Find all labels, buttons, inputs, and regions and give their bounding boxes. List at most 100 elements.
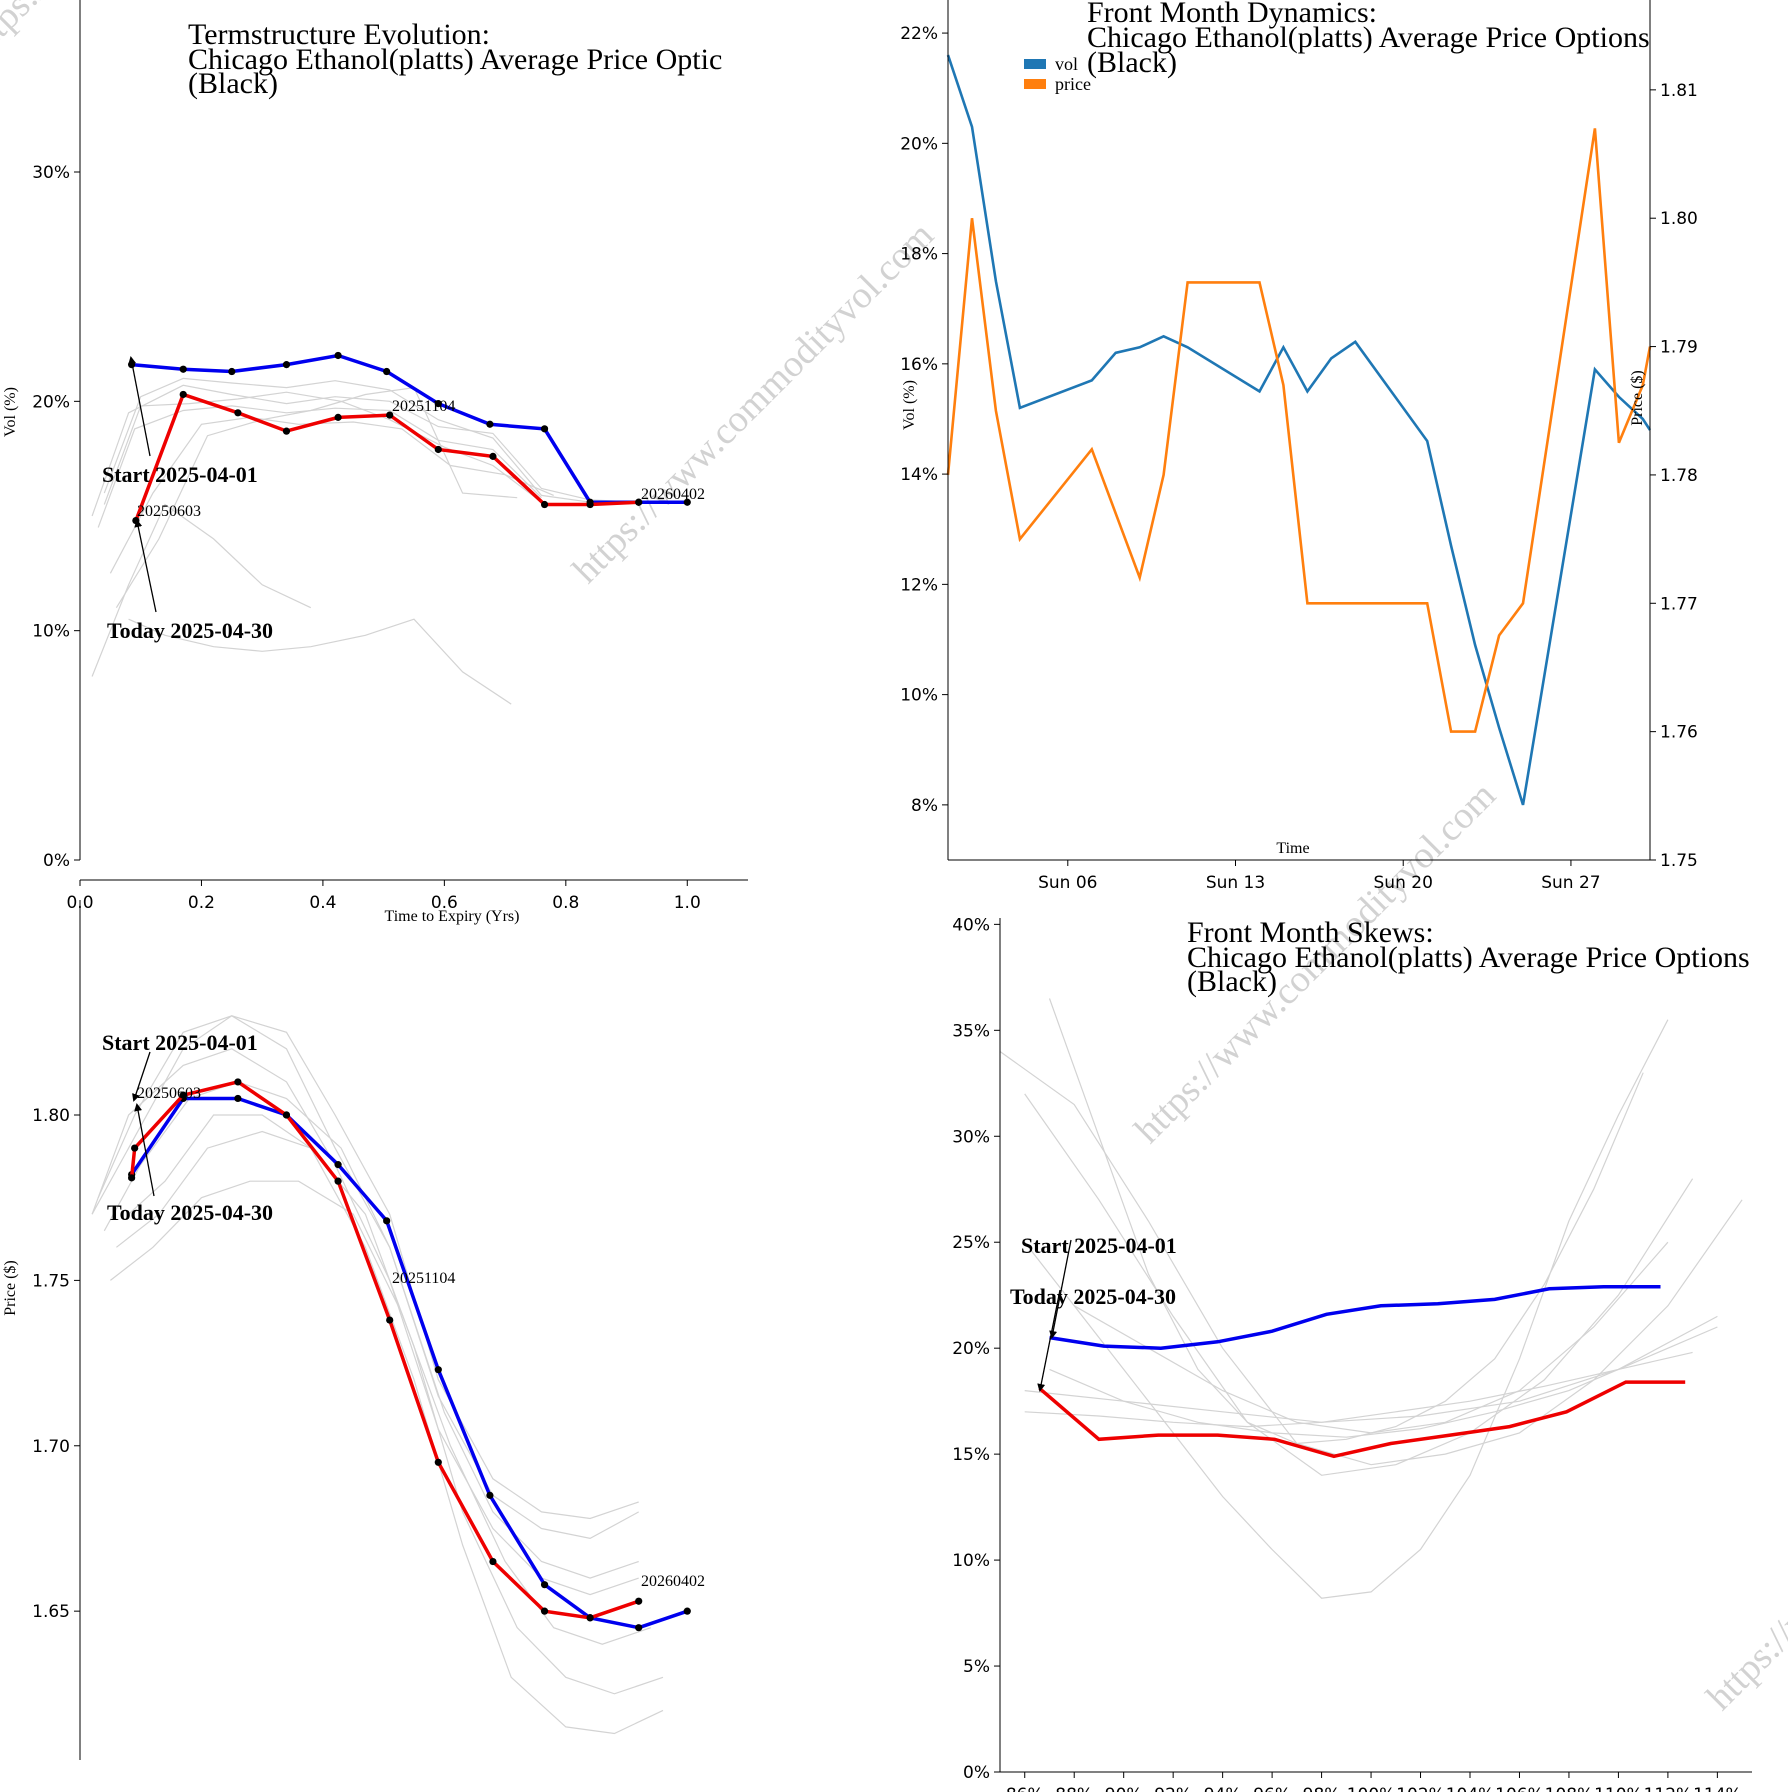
term-price-y-axis: 1.65 1.70 1.75 1.80 <box>32 900 81 1760</box>
term-vol-today-point <box>434 445 442 454</box>
dynamics-y-right-tick-label: 1.76 <box>1660 723 1698 743</box>
dynamics-y-label-left: Vol (%) <box>901 380 918 430</box>
term-price-point-label-3: 20260402 <box>641 1573 705 1590</box>
term-vol-x-tick-label: 0.2 <box>188 893 215 913</box>
term-price-history-line <box>110 1180 651 1645</box>
term-price-today-point <box>434 1458 442 1466</box>
skew-y-tick-label: 10% <box>952 1551 990 1571</box>
skew-y-tick-label: 20% <box>952 1339 990 1359</box>
term-vol-start-point <box>683 498 691 506</box>
dynamics-title-line-2: Chicago Ethanol(platts) Average Price Op… <box>1087 21 1650 54</box>
skew-x-tick-label: 112% <box>1644 1785 1693 1792</box>
term-vol-start-point <box>434 400 442 408</box>
dynamics-title-line-1: Front Month Dynamics: <box>1087 0 1377 29</box>
term-vol-history-line <box>91 384 639 517</box>
term-price-point-label-1: 20250603 <box>137 1085 201 1102</box>
dynamics-y-right-tick-label: 1.80 <box>1660 209 1698 229</box>
dynamics-y-right-tick-label: 1.75 <box>1660 851 1698 871</box>
term-price-start-point <box>234 1094 242 1103</box>
term-vol-start-line <box>131 353 688 504</box>
term-price-y-tick-label: 1.70 <box>32 1437 70 1457</box>
term-price-y-tick-label: 1.65 <box>32 1602 70 1622</box>
term-vol-title-line-2: Chicago Ethanol(platts) Average Price Op… <box>188 43 722 76</box>
dynamics-y-right-tick-label: 1.79 <box>1660 338 1698 358</box>
skew-title-line-1: Front Month Skews: <box>1187 916 1434 949</box>
term-vol-history-line <box>128 618 512 705</box>
skew-y-tick-label: 30% <box>952 1127 990 1147</box>
term-price-today-point <box>540 1607 549 1615</box>
term-price-today-point <box>334 1177 342 1185</box>
skew-history-line <box>1024 1315 1718 1423</box>
skew-x-tick-label: 86% <box>1006 1785 1044 1792</box>
skew-today-line <box>1038 1380 1686 1459</box>
term-price-today-point <box>128 1174 136 1182</box>
term-price-point-label-2: 20251104 <box>392 1270 455 1287</box>
term-vol-today-label: Today 2025-04-30 <box>107 618 273 643</box>
term-price-history-line <box>91 1048 639 1596</box>
term-vol-series <box>128 351 691 525</box>
dynamics-x-tick-label: Sun 06 <box>1038 873 1097 893</box>
term-price-start-arrow <box>132 1051 151 1102</box>
term-price-history-line <box>91 1015 639 1520</box>
term-price-y-label: Price ($) <box>2 1260 19 1316</box>
term-vol-y-label: Vol (%) <box>2 387 19 437</box>
term-vol-start-point <box>282 361 291 369</box>
dynamics-x-tick-label: Sun 27 <box>1541 873 1600 893</box>
term-vol-x-axis: 0.0 0.2 0.4 0.6 0.8 1.0 <box>66 879 748 913</box>
term-vol-start-point <box>228 367 236 376</box>
legend-label-vol: vol <box>1055 54 1078 74</box>
term-vol-start-point <box>383 367 391 376</box>
term-vol-today-arrow <box>134 519 157 613</box>
dynamics-series <box>946 54 1652 806</box>
skew-x-tick-label: 92% <box>1154 1785 1192 1792</box>
term-vol-history-line <box>91 503 312 677</box>
watermarks: https://www.commodityvol.com https://www… <box>0 0 1788 1718</box>
term-vol-title-line-1: Termstructure Evolution: <box>188 18 490 51</box>
skew-y-tick-label: 40% <box>952 915 990 935</box>
skew-x-axis: 86% 88% 90% 92% 94% 96% 98% 100%102%104%106%108… <box>1000 1771 1752 1792</box>
skew-x-tick-label: 110% <box>1594 1785 1643 1792</box>
term-vol-x-tick-label: 0.6 <box>431 893 458 913</box>
term-vol-panel: 0%10%20%30% 0.0 0.2 0.4 0.6 0.8 1.0 Termstruc… <box>2 0 748 925</box>
dynamics-x-label: Time <box>1276 840 1309 857</box>
term-price-panel: 1.65 1.70 1.75 1.80 Price ($) Start 2025-04… <box>2 900 705 1760</box>
skew-x-tick-label: 100% <box>1347 1785 1396 1792</box>
term-vol-start-point <box>179 365 187 373</box>
term-vol-today-point <box>282 427 291 435</box>
term-vol-point-label-3: 20260402 <box>641 486 705 503</box>
skew-title-line-2: Chicago Ethanol(platts) Average Price Op… <box>1187 941 1750 974</box>
legend-swatch-vol <box>1024 59 1046 69</box>
term-vol-point-label-2: 20251104 <box>392 398 455 415</box>
term-vol-history-lines <box>91 377 639 705</box>
term-vol-today-point <box>540 500 549 509</box>
skew-y-tick-label: 5% <box>963 1657 990 1677</box>
term-price-start-point <box>486 1491 494 1499</box>
term-price-history-line <box>128 1114 664 1735</box>
term-vol-title-line-3: (Black) <box>188 67 278 100</box>
term-vol-today-point <box>386 411 394 419</box>
term-price-y-tick-label: 1.80 <box>32 1106 70 1126</box>
skew-x-tick-label: 108% <box>1545 1785 1594 1792</box>
skew-y-tick-label: 25% <box>952 1233 990 1253</box>
dynamics-y-right-tick-label: 1.81 <box>1660 81 1698 101</box>
skew-y-tick-label: 15% <box>952 1445 990 1465</box>
skew-x-tick-label: 102% <box>1396 1785 1445 1792</box>
term-price-today-line <box>129 1080 640 1620</box>
skew-today-label: Today 2025-04-30 <box>1010 1284 1176 1309</box>
skew-history-line <box>1073 1241 1669 1434</box>
skew-series <box>1038 1284 1686 1459</box>
term-vol-history-line <box>115 386 518 609</box>
dynamics-y-left-tick-label: 20% <box>900 134 938 154</box>
term-vol-x-tick-label: 0.4 <box>309 893 336 913</box>
term-price-today-point <box>234 1078 242 1086</box>
term-price-today-point <box>635 1597 643 1605</box>
term-price-today-point <box>489 1557 497 1566</box>
dynamics-y-label-right: Price ($) <box>1629 370 1646 426</box>
dynamics-y-axis-right: 1.75 1.76 1.77 1.78 1.79 1.80 1.81 <box>1649 0 1698 871</box>
term-price-today-label: Today 2025-04-30 <box>107 1200 273 1225</box>
skew-x-tick-label: 96% <box>1253 1785 1291 1792</box>
term-price-history-lines <box>91 1015 664 1735</box>
skew-start-line <box>1049 1284 1661 1350</box>
skew-today-arrow <box>1037 1289 1061 1392</box>
